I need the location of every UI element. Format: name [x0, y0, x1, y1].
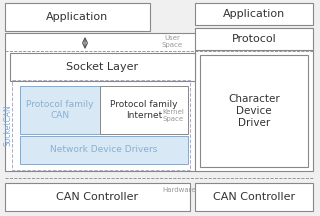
Bar — [10, 53, 195, 81]
Bar — [100, 86, 188, 134]
Text: Application: Application — [223, 9, 285, 19]
Text: User
Space: User Space — [162, 35, 183, 49]
Text: Protocol: Protocol — [232, 34, 276, 44]
Text: Application: Application — [46, 12, 108, 22]
Text: Protocol family
Internet: Protocol family Internet — [110, 100, 178, 120]
Bar — [200, 55, 308, 167]
Text: SocketCAN: SocketCAN — [4, 104, 12, 146]
Bar — [195, 50, 313, 171]
Text: Socket Layer: Socket Layer — [67, 62, 139, 72]
Text: CAN Controller: CAN Controller — [213, 192, 295, 202]
Bar — [20, 136, 188, 164]
Text: Character
Device
Driver: Character Device Driver — [228, 94, 280, 128]
Bar — [195, 28, 313, 50]
Bar — [5, 183, 190, 211]
Bar — [5, 3, 150, 31]
Text: Protocol family
CAN: Protocol family CAN — [26, 100, 94, 120]
Bar — [195, 183, 313, 211]
Text: Network Device Drivers: Network Device Drivers — [50, 146, 158, 154]
Bar — [195, 3, 313, 25]
Text: Kernel
Space: Kernel Space — [162, 108, 184, 121]
Bar — [12, 80, 190, 170]
Text: Hardware: Hardware — [162, 187, 196, 193]
Text: CAN Controller: CAN Controller — [56, 192, 139, 202]
Bar — [20, 86, 100, 134]
Bar — [5, 33, 200, 171]
